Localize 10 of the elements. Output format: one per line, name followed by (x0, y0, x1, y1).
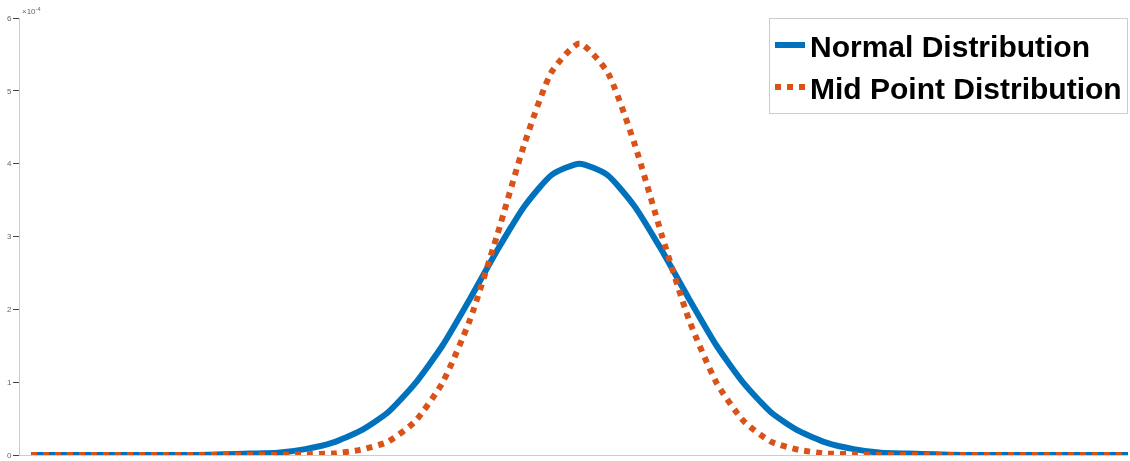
legend-label: Mid Point Distribution (810, 71, 1122, 105)
text: ×10$^{-4}$ (22, 6, 41, 17)
y-tick-label: 2 (6, 305, 12, 315)
y-tick-label: 5 (6, 86, 12, 96)
y-tick-label: 3 (6, 232, 12, 242)
y-tick-label: 0 (6, 450, 12, 460)
y-tick-label: 4 (6, 159, 12, 169)
y-tick-label: 1 (6, 377, 12, 387)
y-tick-label: 6 (6, 13, 12, 23)
legend-label: Normal Distribution (810, 29, 1091, 63)
